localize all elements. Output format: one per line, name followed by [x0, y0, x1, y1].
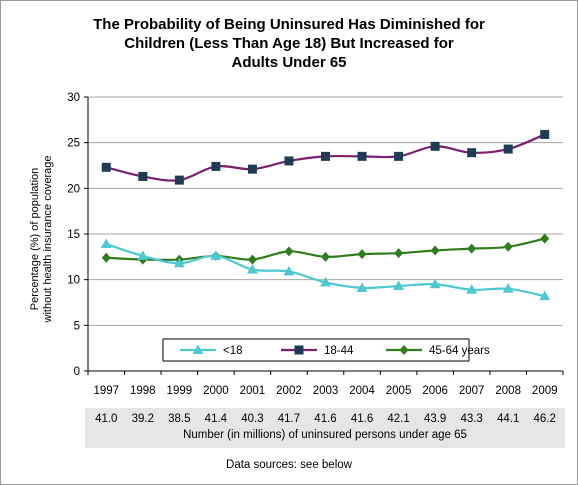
- point-45-64-1997: [101, 252, 111, 263]
- point-18-44-2009: [540, 129, 550, 139]
- uninsured-count-2008: 44.1: [496, 413, 520, 425]
- gridlines: [84, 96, 564, 375]
- x-tick-label-1999: 1999: [167, 385, 193, 397]
- legend-label-18-44: 18-44: [324, 345, 354, 357]
- uninsured-counts-caption: Number (in millions) of uninsured person…: [183, 429, 467, 441]
- series: [100, 129, 551, 301]
- point-18-44-2002: [284, 156, 294, 166]
- uninsured-count-2009: 46.2: [533, 413, 556, 425]
- series-18-44: [101, 129, 550, 185]
- legend: <18 18-44 45-64 years: [162, 338, 490, 362]
- legend-label-45-64: 45-64 years: [429, 345, 490, 357]
- series-45-64: [101, 233, 550, 265]
- point-45-64-2005: [394, 248, 404, 259]
- y-tick-label-6: 30: [67, 92, 80, 104]
- point-18-44-1999: [174, 175, 184, 185]
- legend-marker-18-44: [294, 345, 304, 355]
- point-45-64-2004: [357, 249, 367, 260]
- point-under-18-2001: [246, 264, 258, 274]
- x-tick-label-2005: 2005: [386, 385, 412, 397]
- point-under-18-2004: [356, 282, 368, 292]
- point-45-64-2009: [540, 233, 550, 244]
- y-tick-label-0: 0: [74, 366, 80, 378]
- point-18-44-2000: [211, 161, 221, 171]
- y-tick-label-4: 20: [67, 183, 80, 195]
- x-tick-label-2000: 2000: [203, 385, 229, 397]
- chart-title-line-1: The Probability of Being Uninsured Has D…: [93, 16, 485, 33]
- x-tick-label-2004: 2004: [349, 385, 375, 397]
- y-tick-label-2: 10: [67, 275, 80, 287]
- chart-title-line-2: Children (Less Than Age 18) But Increase…: [124, 35, 454, 52]
- x-tick-label-2007: 2007: [459, 385, 485, 397]
- uninsured-counts-band: [85, 408, 565, 448]
- x-tick-label-2008: 2008: [495, 385, 521, 397]
- point-18-44-2007: [467, 148, 477, 158]
- point-under-18-2000: [210, 250, 222, 260]
- uninsured-count-1997: 41.0: [95, 413, 118, 425]
- uninsured-count-2004: 41.6: [350, 413, 374, 425]
- uninsured-count-1999: 38.5: [168, 413, 191, 425]
- point-45-64-2006: [430, 245, 440, 256]
- point-45-64-2001: [247, 254, 257, 265]
- point-under-18-2003: [320, 276, 331, 287]
- y-tick-label-3: 15: [67, 229, 80, 241]
- point-18-44-1998: [138, 171, 148, 181]
- y-tick-label-5: 25: [67, 138, 80, 150]
- legend-label-under-18: <18: [223, 345, 243, 357]
- uninsured-count-2005: 42.1: [387, 413, 410, 425]
- point-45-64-2007: [467, 243, 477, 254]
- y-axis-label-line-2: without health insurance coverage: [42, 156, 54, 324]
- legend-marker-under-18: [192, 344, 204, 354]
- uninsured-count-2007: 43.3: [460, 413, 483, 425]
- data-source-note: Data sources: see below: [226, 459, 352, 471]
- y-tick-label-1: 5: [74, 320, 80, 332]
- x-tick-label-1998: 1998: [130, 385, 156, 397]
- x-tick-label-2001: 2001: [240, 385, 266, 397]
- point-under-18-2006: [429, 278, 441, 289]
- x-tick-label-1997: 1997: [93, 385, 119, 397]
- point-45-64-2003: [321, 251, 330, 262]
- point-under-18-1999: [173, 257, 185, 268]
- point-45-64-2008: [503, 241, 513, 252]
- point-45-64-2002: [284, 246, 294, 257]
- x-tick-label-2006: 2006: [422, 385, 448, 397]
- uninsured-count-2002: 41.7: [277, 413, 301, 425]
- x-tick-labels: 1997 1998 1999 2000 2001 2002 2003 2004 2005 2006…: [93, 385, 557, 397]
- chart-title-line-3: Adults Under 65: [231, 54, 347, 71]
- point-under-18-2002: [283, 265, 295, 276]
- point-under-18-1997: [100, 238, 112, 249]
- point-under-18-2009: [539, 290, 551, 301]
- point-under-18-2007: [466, 284, 478, 294]
- point-18-44-2004: [357, 151, 367, 161]
- point-under-18-1998: [137, 250, 149, 260]
- point-under-18-2008: [502, 283, 514, 293]
- point-18-44-2003: [321, 151, 330, 161]
- legend-items: <18 18-44 45-64 years: [180, 344, 490, 357]
- x-tick-label-2003: 2003: [313, 385, 339, 397]
- uninsured-count-2000: 41.4: [204, 413, 228, 425]
- uninsured-count-2003: 41.6: [314, 413, 337, 425]
- uninsured-count-2001: 40.3: [241, 413, 264, 425]
- y-axis-label-line-1: Percentage (%) of population: [29, 168, 41, 310]
- series-under-18: [100, 238, 551, 301]
- y-tick-labels: 0 5 10 15 20 25 30: [67, 92, 80, 378]
- x-tick-label-2002: 2002: [276, 385, 302, 397]
- x-tick-label-2009: 2009: [532, 385, 558, 397]
- point-18-44-1997: [101, 162, 111, 172]
- uninsured-count-2006: 43.9: [423, 413, 447, 425]
- uninsured-count-1998: 39.2: [131, 413, 154, 425]
- legend-marker-45-64: [399, 345, 409, 355]
- point-18-44-2006: [430, 141, 440, 151]
- point-18-44-2001: [247, 164, 257, 174]
- point-under-18-2005: [393, 280, 405, 291]
- point-18-44-2008: [503, 144, 513, 154]
- point-18-44-2005: [394, 151, 404, 161]
